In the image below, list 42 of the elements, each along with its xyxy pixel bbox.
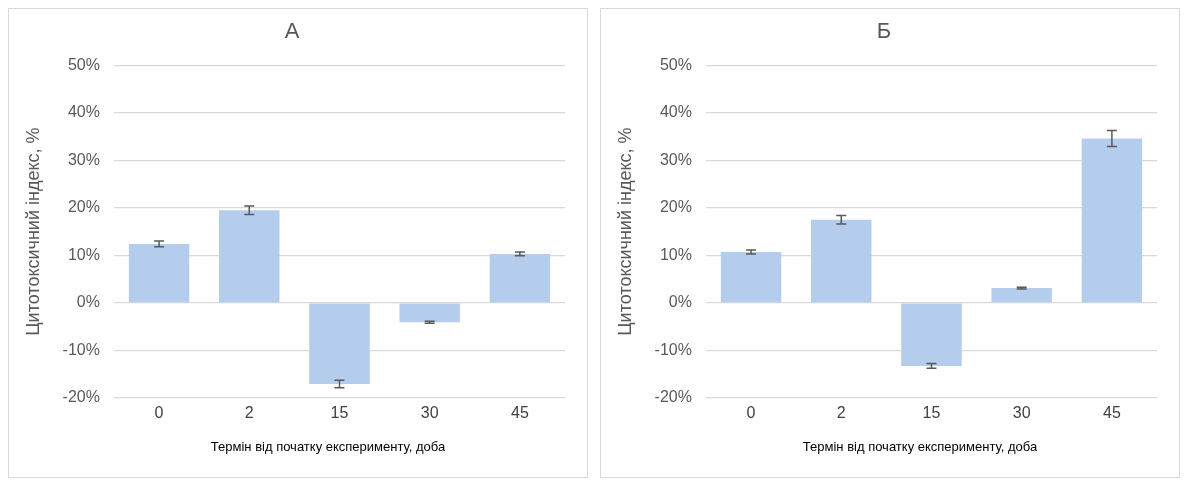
x-axis-title: Термін від початку експерименту, доба — [801, 439, 1039, 454]
y-tick-label: -20% — [62, 388, 100, 406]
bar — [219, 210, 280, 303]
y-tick-label: -10% — [654, 340, 692, 358]
y-tick-label: 50% — [67, 55, 100, 73]
y-tick-label: 40% — [659, 103, 692, 121]
y-tick-label: 30% — [659, 150, 692, 168]
bar — [720, 252, 782, 303]
bar — [991, 288, 1052, 303]
x-tick-label: 15 — [922, 403, 941, 421]
y-tick-label: 0% — [668, 293, 692, 311]
y-axis-title: Цитотоксичний індекс, % — [614, 127, 635, 336]
x-tick-label: 45 — [1103, 403, 1121, 421]
y-axis-title: Цитотоксичний індекс, % — [22, 127, 43, 336]
chart-title: А — [284, 18, 300, 44]
x-axis-title: Термін від початку експерименту, доба — [209, 439, 447, 454]
bar — [1081, 138, 1143, 303]
y-tick-label: 10% — [67, 245, 100, 263]
bar — [309, 303, 370, 385]
y-tick-label: 20% — [659, 198, 692, 216]
x-tick-label: 45 — [511, 403, 529, 421]
bar — [811, 219, 872, 303]
x-tick-label: 2 — [836, 403, 846, 421]
x-tick-label: 2 — [244, 403, 254, 421]
chart-title: Б — [876, 18, 892, 44]
y-tick-label: 0% — [76, 293, 100, 311]
y-tick-label: -10% — [62, 340, 100, 358]
bar — [901, 303, 962, 366]
bar — [128, 243, 190, 303]
y-tick-label: 20% — [67, 198, 100, 216]
y-tick-label: 40% — [67, 103, 100, 121]
x-tick-label: 0 — [154, 403, 164, 421]
x-tick-label: 0 — [746, 403, 756, 421]
y-tick-label: 30% — [67, 150, 100, 168]
x-tick-label: 15 — [330, 403, 349, 421]
y-tick-label: 50% — [659, 55, 692, 73]
y-tick-label: -20% — [654, 388, 692, 406]
y-tick-label: 10% — [659, 245, 692, 263]
x-tick-label: 30 — [420, 403, 439, 421]
bar — [399, 303, 460, 323]
bar — [489, 253, 551, 303]
x-tick-label: 30 — [1012, 403, 1031, 421]
